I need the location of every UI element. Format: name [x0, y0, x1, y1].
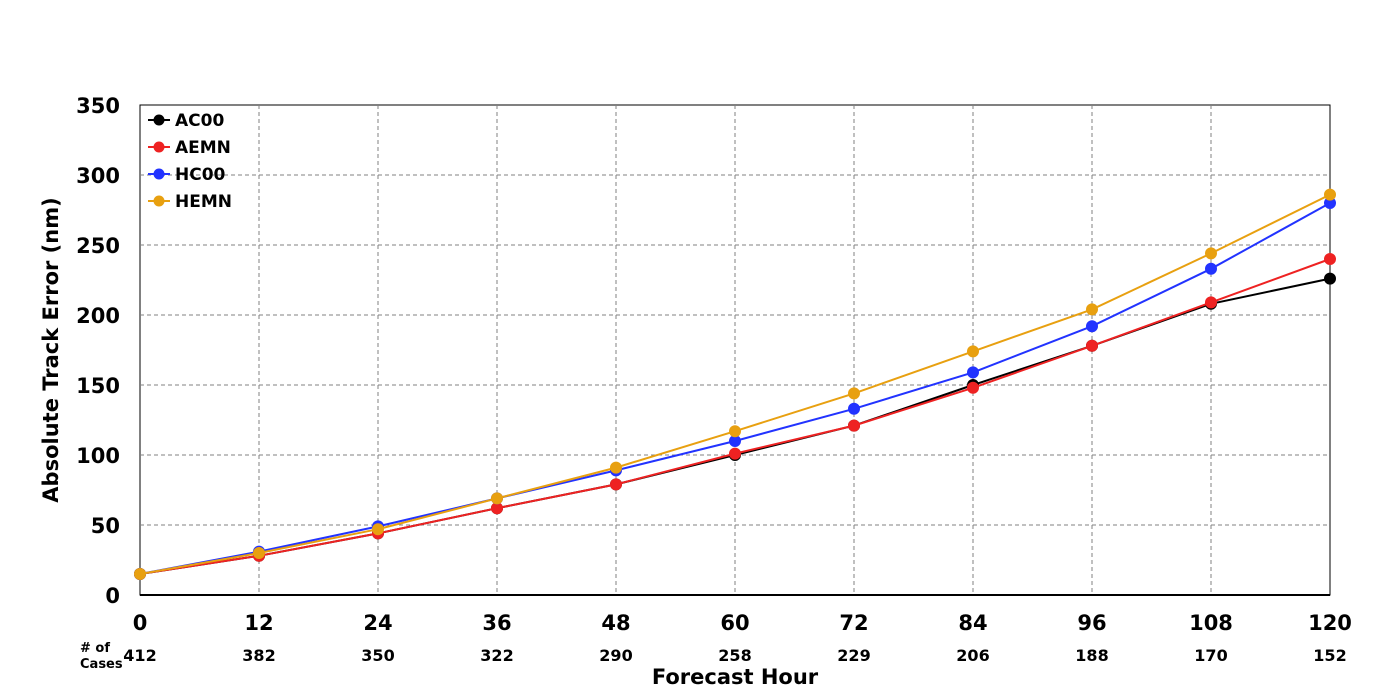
x-tick-label: 96	[1077, 611, 1106, 635]
data-point	[1205, 262, 1217, 275]
legend-swatch-marker	[153, 195, 165, 207]
data-point	[1205, 296, 1217, 309]
case-count-label: 170	[1194, 646, 1227, 665]
x-tick-label: 120	[1308, 611, 1352, 635]
data-point	[729, 425, 741, 438]
data-point	[967, 366, 979, 379]
grid-layer	[139, 104, 1331, 596]
case-count-label: 229	[837, 646, 870, 665]
x-tick-label: 108	[1189, 611, 1233, 635]
y-tick-label: 250	[76, 234, 120, 258]
data-point	[253, 547, 265, 559]
data-point	[610, 461, 622, 474]
data-point	[1324, 272, 1336, 285]
labels-layer: 0 50 100 150 200 250 300 350 0 12 24 36 48 60 72 84 96 10…	[39, 94, 1352, 689]
data-point	[967, 345, 979, 358]
data-point	[1324, 253, 1336, 265]
data-point	[134, 568, 146, 580]
data-point	[729, 447, 741, 460]
cases-header-line1: # of	[80, 641, 110, 656]
data-point	[610, 478, 622, 491]
data-point	[967, 381, 979, 394]
legend-item-ac00: AC00	[148, 111, 224, 131]
legend-item-aemn: AEMN	[148, 138, 231, 158]
x-tick-label: 12	[244, 611, 273, 635]
case-count-label: 350	[361, 646, 394, 665]
x-axis-title: Forecast Hour	[652, 665, 819, 689]
y-tick-label: 150	[76, 374, 120, 398]
y-tick-label: 350	[76, 94, 120, 118]
data-point	[848, 387, 860, 400]
x-tick-label: 36	[482, 611, 511, 635]
y-tick-label: 0	[105, 584, 120, 608]
data-point	[848, 419, 860, 432]
legend-item-hemn: HEMN	[148, 192, 232, 212]
case-count-label: 152	[1313, 646, 1346, 665]
legend-label: HC00	[175, 165, 226, 185]
data-point	[372, 523, 384, 536]
x-tick-label: 0	[133, 611, 148, 635]
cases-header-line2: Cases	[80, 657, 123, 672]
legend: AC00 AEMN HC00 HEMN	[148, 111, 232, 212]
x-tick-label: 72	[839, 611, 868, 635]
legend-label: AEMN	[175, 138, 231, 158]
case-count-label: 382	[242, 646, 275, 665]
case-count-label: 206	[956, 646, 989, 665]
x-tick-label: 60	[720, 611, 749, 635]
data-point	[1086, 303, 1098, 316]
data-point	[848, 402, 860, 415]
x-tick-label: 84	[958, 611, 987, 635]
case-count-label: 258	[718, 646, 751, 665]
y-tick-label: 300	[76, 164, 120, 188]
case-count-label: 322	[480, 646, 513, 665]
data-point	[1086, 339, 1098, 352]
legend-swatch-marker	[153, 168, 165, 180]
legend-label: AC00	[175, 111, 224, 131]
data-point	[1205, 247, 1217, 260]
y-tick-label: 200	[76, 304, 120, 328]
case-count-label: 412	[123, 646, 156, 665]
x-tick-label: 48	[601, 611, 630, 635]
x-tick-label: 24	[363, 611, 392, 635]
data-point	[491, 492, 503, 505]
legend-label: HEMN	[175, 192, 232, 212]
data-point	[1086, 320, 1098, 333]
y-tick-label: 50	[91, 514, 120, 538]
legend-item-hc00: HC00	[148, 165, 226, 185]
data-point	[1324, 188, 1336, 201]
legend-swatch-marker	[153, 141, 165, 153]
series-layer	[134, 188, 1336, 580]
case-count-label: 188	[1075, 646, 1108, 665]
legend-swatch-marker	[153, 114, 165, 126]
y-axis-title: Absolute Track Error (nm)	[39, 197, 63, 502]
series-hemn	[134, 188, 1336, 580]
case-count-label: 290	[599, 646, 632, 665]
y-tick-label: 100	[76, 444, 120, 468]
